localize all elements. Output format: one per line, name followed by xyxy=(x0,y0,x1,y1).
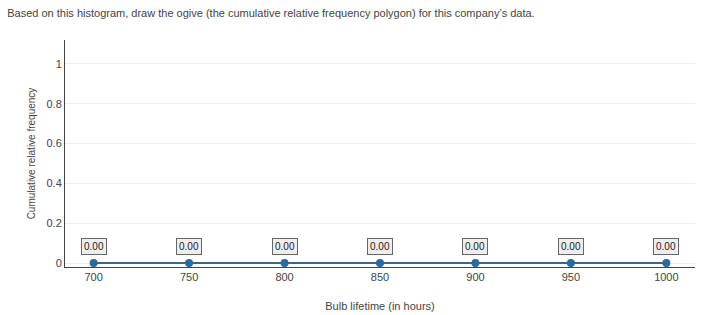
svg-text:750: 750 xyxy=(180,271,198,283)
svg-text:0.00: 0.00 xyxy=(179,241,199,252)
svg-text:900: 900 xyxy=(466,271,484,283)
svg-text:0.8: 0.8 xyxy=(47,98,62,110)
svg-text:0.00: 0.00 xyxy=(465,241,485,252)
svg-text:0.00: 0.00 xyxy=(370,241,390,252)
svg-text:0.00: 0.00 xyxy=(561,241,581,252)
svg-text:0.6: 0.6 xyxy=(47,137,62,149)
svg-text:0.2: 0.2 xyxy=(47,217,62,229)
svg-text:Bulb lifetime (in hours): Bulb lifetime (in hours) xyxy=(325,300,434,312)
svg-text:0: 0 xyxy=(56,257,62,269)
svg-text:Cumulative relative frequency: Cumulative relative frequency xyxy=(26,88,37,220)
svg-text:850: 850 xyxy=(371,271,389,283)
svg-text:0.00: 0.00 xyxy=(84,241,104,252)
svg-text:Based on this histogram, draw: Based on this histogram, draw the ogive … xyxy=(7,7,534,19)
svg-text:0.4: 0.4 xyxy=(47,177,62,189)
svg-text:700: 700 xyxy=(84,271,102,283)
svg-text:1: 1 xyxy=(56,58,62,70)
svg-text:800: 800 xyxy=(275,271,293,283)
svg-text:950: 950 xyxy=(562,271,580,283)
svg-text:1000: 1000 xyxy=(654,271,678,283)
svg-text:0.00: 0.00 xyxy=(275,241,295,252)
svg-text:0.00: 0.00 xyxy=(656,241,676,252)
